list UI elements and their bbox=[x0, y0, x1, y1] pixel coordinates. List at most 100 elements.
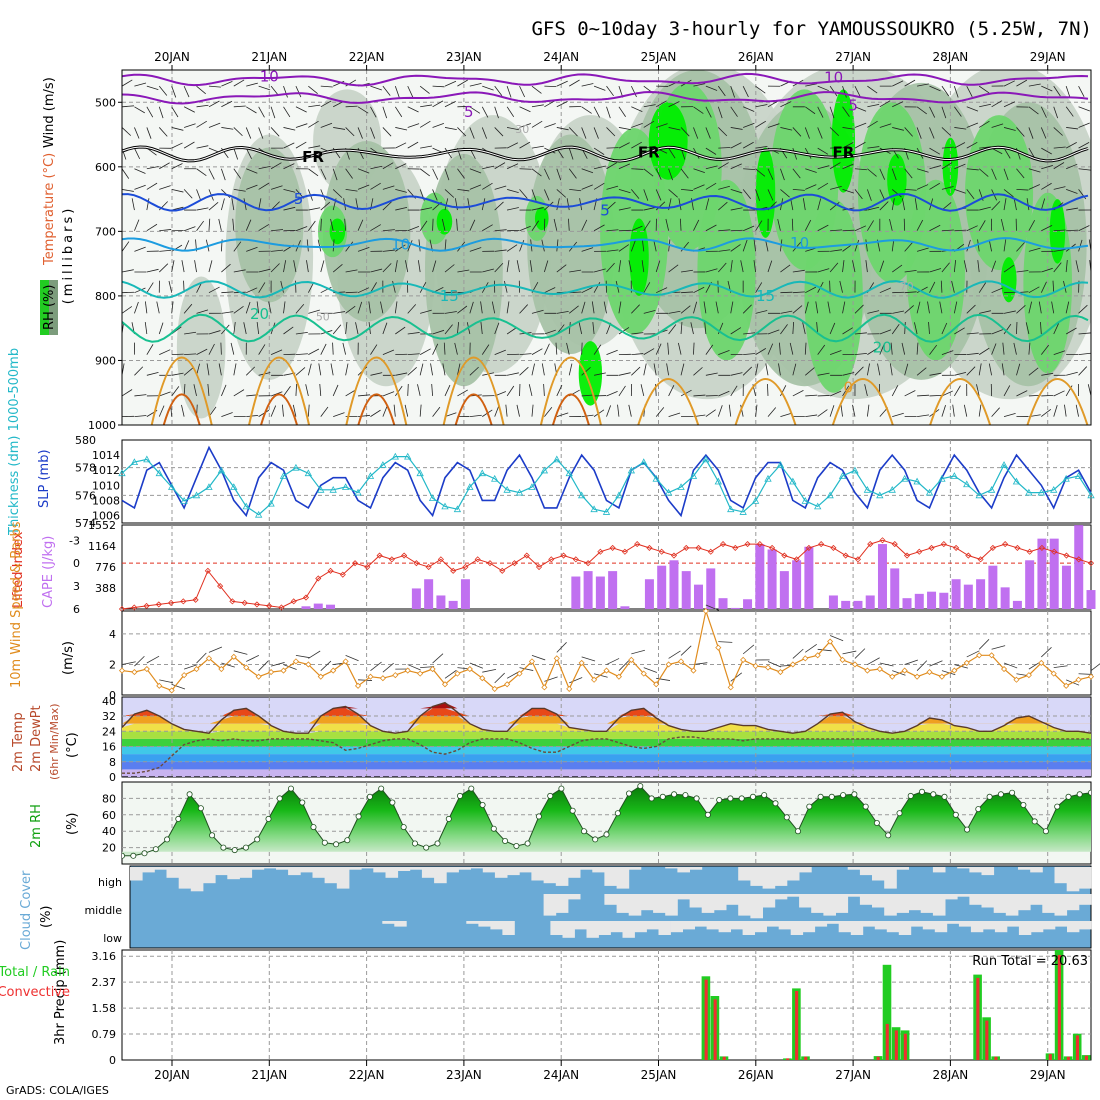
wind-barb bbox=[606, 349, 618, 356]
cape-bar bbox=[718, 598, 728, 609]
bottom-date-label: 24JAN bbox=[543, 1068, 579, 1082]
wind-barb bbox=[916, 247, 929, 252]
wind-barb bbox=[865, 239, 868, 252]
temp-tick-label: 8 bbox=[109, 756, 116, 769]
rh-legend-swatch-2 bbox=[49, 280, 58, 335]
rh-2m-marker bbox=[366, 793, 373, 800]
wind-barb bbox=[879, 168, 886, 180]
lifted-index-marker bbox=[229, 598, 236, 605]
wind-barb bbox=[282, 404, 284, 417]
cape-bar bbox=[301, 606, 311, 609]
wind-barb bbox=[246, 106, 257, 114]
cloud-clear-high bbox=[1030, 867, 1043, 873]
wind-10m-barb bbox=[345, 655, 359, 662]
wind-barb bbox=[320, 286, 332, 294]
wind-barb bbox=[481, 198, 486, 211]
lifted-index-marker bbox=[1075, 556, 1082, 563]
cape-bar bbox=[424, 579, 434, 609]
thickness-marker bbox=[428, 494, 437, 501]
cloud-clear-low bbox=[670, 921, 683, 933]
wind-barb bbox=[382, 106, 388, 119]
wind-barb bbox=[680, 189, 694, 191]
wind-barb bbox=[221, 168, 226, 181]
cloud-clear-middle bbox=[847, 894, 861, 897]
wind-barb bbox=[668, 127, 681, 131]
wind-barb bbox=[668, 168, 673, 181]
wind-barb bbox=[283, 189, 296, 193]
rh-shade-area bbox=[755, 147, 776, 238]
top-date-label: 29JAN bbox=[1030, 50, 1066, 64]
wind-barb bbox=[431, 383, 433, 396]
temp-2m-unit-label: (°C) bbox=[65, 732, 80, 758]
wind-barb bbox=[1078, 106, 1090, 112]
thickness-marker bbox=[267, 499, 275, 507]
cape-bar bbox=[571, 576, 581, 609]
wind-barb bbox=[1003, 385, 1011, 397]
wind-10m-barb bbox=[606, 658, 620, 665]
wind-barb bbox=[506, 260, 510, 273]
wind-barb bbox=[357, 287, 370, 294]
wind-barb bbox=[805, 83, 818, 87]
wind-barb bbox=[767, 383, 769, 396]
wind-10m-barb bbox=[817, 648, 832, 652]
wind-barb bbox=[506, 385, 515, 397]
credit-label: GrADS: COLA/IGES bbox=[6, 1084, 109, 1097]
wind-barb bbox=[693, 394, 706, 397]
rh-2m-marker bbox=[355, 813, 362, 820]
wind-barb bbox=[171, 86, 177, 98]
wind-10m-barb bbox=[494, 672, 505, 684]
wind-barb bbox=[718, 127, 728, 137]
wind-barb bbox=[505, 404, 508, 417]
wind-barb bbox=[1003, 189, 1014, 198]
thickness-marker bbox=[627, 466, 636, 474]
wind-barb bbox=[581, 287, 593, 294]
lifted-index-marker bbox=[928, 544, 935, 551]
wind-barb bbox=[382, 85, 391, 96]
wind-barb bbox=[345, 241, 354, 252]
rh-2m-marker bbox=[333, 841, 340, 848]
wind-barb bbox=[1028, 184, 1040, 190]
wind-barb bbox=[481, 344, 490, 355]
wind-speed-marker bbox=[317, 673, 324, 680]
pressure-tick-label: 1000 bbox=[88, 419, 116, 432]
isotherm-warm bbox=[248, 356, 311, 425]
top-date-label: 22JAN bbox=[349, 50, 385, 64]
wind-barb bbox=[419, 120, 431, 128]
wind-barb bbox=[668, 310, 681, 314]
wind-barb bbox=[556, 127, 569, 131]
wind-barb bbox=[891, 264, 903, 273]
cloud-clear-low bbox=[934, 921, 948, 933]
rh-2m-marker bbox=[389, 799, 396, 806]
cape-bar bbox=[583, 571, 593, 609]
cloud-clear-high bbox=[409, 867, 423, 870]
wind-barb bbox=[780, 385, 787, 397]
thickness-marker bbox=[876, 491, 884, 499]
wind-barb bbox=[332, 324, 342, 335]
wind-barb bbox=[941, 186, 954, 190]
wind-barb bbox=[901, 198, 906, 211]
rh-2m-marker bbox=[434, 840, 441, 847]
wind-barb bbox=[817, 127, 823, 139]
isotherm-line bbox=[122, 90, 1089, 105]
isotherm-warm bbox=[734, 378, 797, 425]
cape-bar bbox=[1000, 587, 1010, 609]
slp-tick-label: 1008 bbox=[92, 494, 120, 507]
wind-barb bbox=[740, 260, 744, 273]
isotherm-warm bbox=[150, 356, 213, 425]
wind-barb bbox=[778, 363, 781, 376]
wind-barb bbox=[171, 260, 175, 273]
wind-barb bbox=[892, 412, 904, 417]
wind-barb bbox=[1053, 229, 1066, 232]
wind-barb bbox=[991, 343, 997, 355]
thickness-marker bbox=[590, 505, 598, 513]
wind-barb bbox=[1090, 229, 1091, 231]
lifted-index-marker bbox=[805, 544, 812, 551]
cape-bar bbox=[681, 571, 691, 609]
wind-barb bbox=[767, 343, 774, 355]
wind-barb bbox=[283, 142, 295, 149]
cloud-clear-low bbox=[1042, 921, 1056, 930]
cloud-clear-high bbox=[665, 867, 678, 869]
wind-barb bbox=[295, 85, 302, 98]
rh-2m-marker bbox=[795, 828, 802, 835]
